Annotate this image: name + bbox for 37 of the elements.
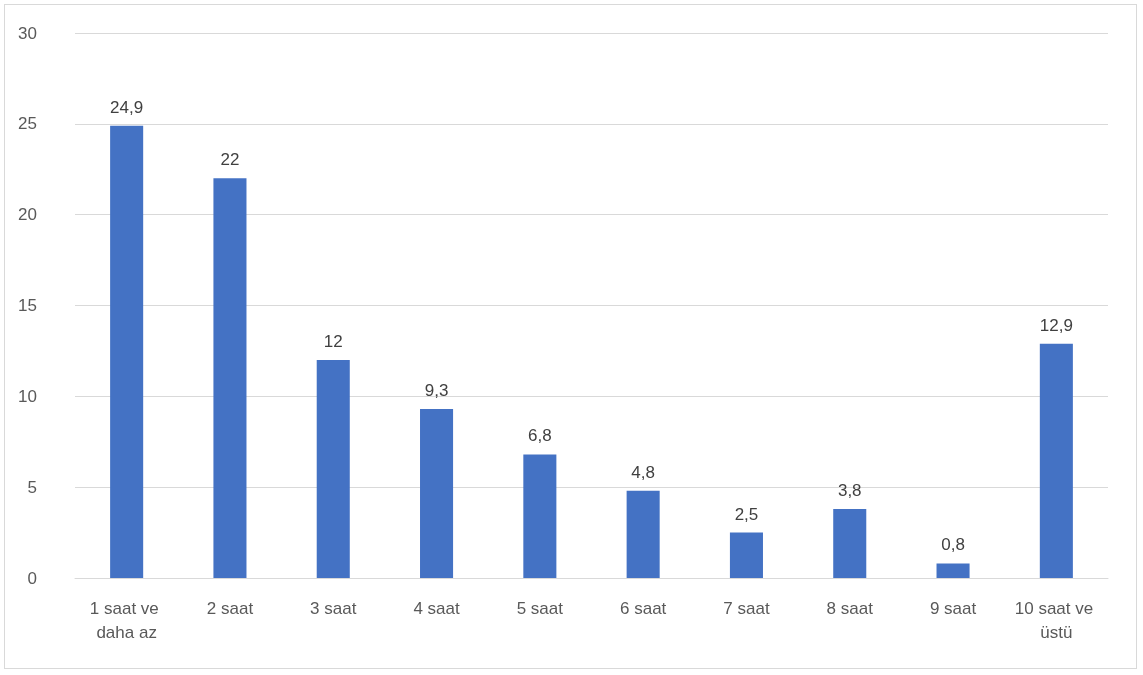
y-tick-label: 25 bbox=[18, 114, 37, 134]
y-tick-label: 15 bbox=[18, 296, 37, 315]
bar bbox=[316, 360, 350, 578]
bar bbox=[833, 508, 867, 578]
data-label: 9,3 bbox=[424, 381, 449, 401]
bar bbox=[110, 125, 144, 578]
bar bbox=[213, 178, 247, 578]
data-label: 6,8 bbox=[528, 426, 552, 446]
x-tick-label: 8 saat bbox=[826, 598, 874, 618]
bar bbox=[936, 563, 970, 578]
data-label: 3,8 bbox=[837, 480, 862, 500]
data-label: 4,8 bbox=[631, 462, 655, 482]
x-tick-label: 2 saat bbox=[206, 598, 254, 618]
y-tick-label: 5 bbox=[27, 477, 37, 497]
data-label: 12,9 bbox=[1039, 315, 1073, 335]
data-label: 22 bbox=[220, 150, 240, 170]
x-tick-label: 7 saat bbox=[723, 598, 770, 618]
x-tick-label: 3 saat bbox=[310, 598, 357, 618]
y-tick-label: 20 bbox=[18, 205, 37, 225]
bar bbox=[729, 532, 763, 578]
y-tick-label: 30 bbox=[18, 23, 37, 43]
y-tick-label: 10 bbox=[18, 386, 37, 406]
bar bbox=[626, 490, 660, 578]
bar bbox=[420, 409, 454, 578]
data-label: 24,9 bbox=[110, 97, 144, 117]
x-tick-label: 4 saat bbox=[413, 598, 460, 618]
data-label: 2,5 bbox=[734, 504, 759, 524]
x-tick-label: 6 saat bbox=[619, 598, 667, 618]
data-label: 12 bbox=[323, 332, 343, 351]
x-tick-label: 9 saat bbox=[929, 598, 977, 618]
x-tick-label: 10 saat ve üstü bbox=[1014, 598, 1098, 642]
bar bbox=[523, 454, 557, 578]
data-label: 0,8 bbox=[941, 535, 965, 555]
y-tick-label: 0 bbox=[27, 568, 37, 588]
x-tick-label: 5 saat bbox=[516, 598, 564, 618]
bar bbox=[1039, 343, 1073, 578]
x-tick-label: 1 saat ve daha az bbox=[89, 598, 164, 642]
